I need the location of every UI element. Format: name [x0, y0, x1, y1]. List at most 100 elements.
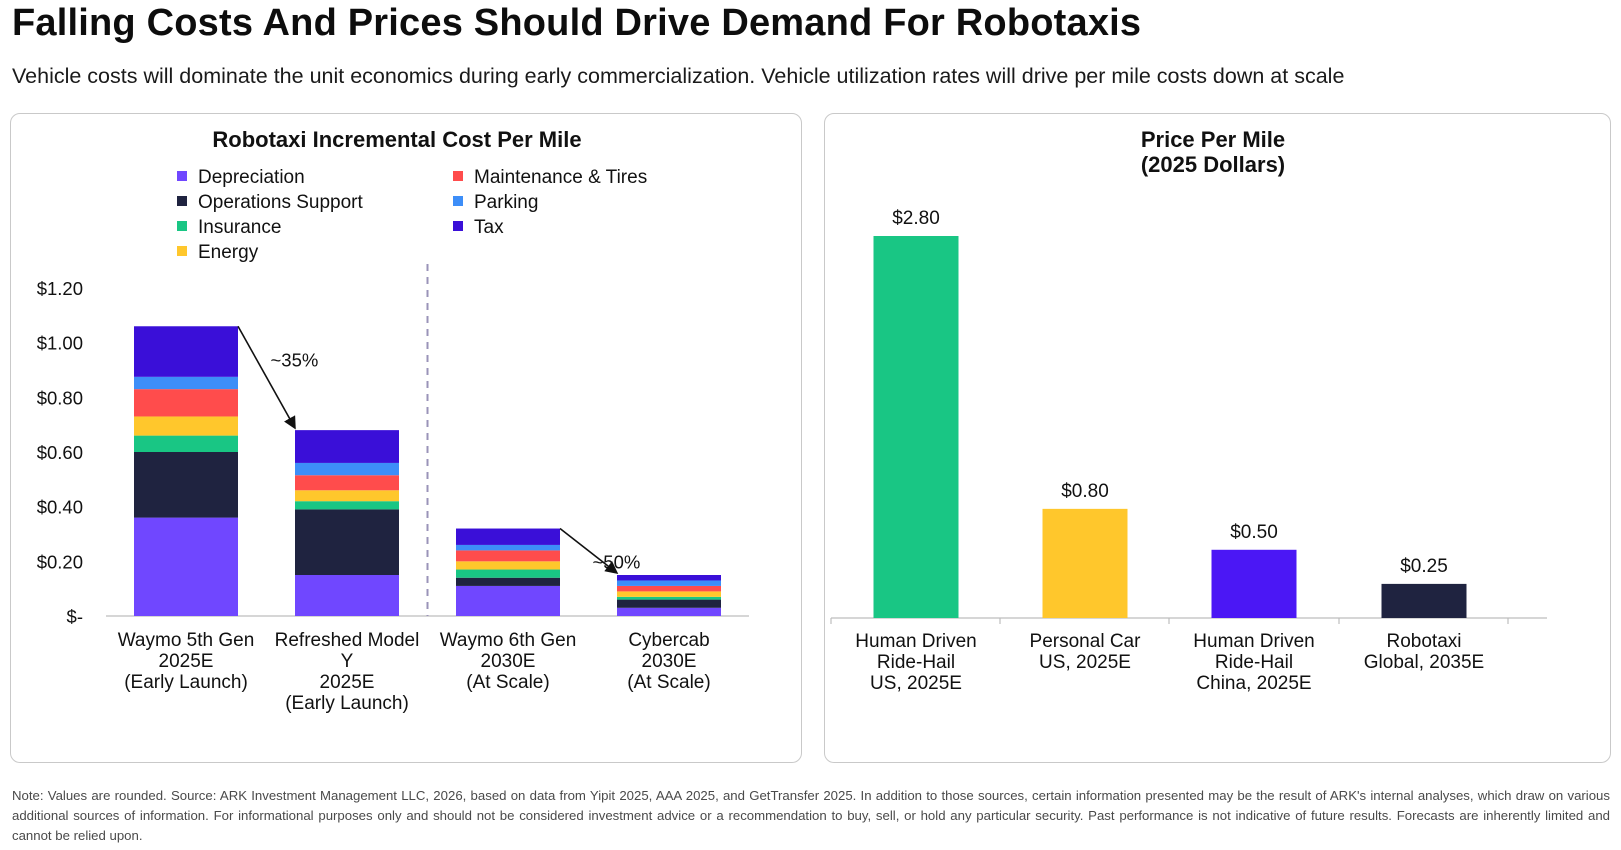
- bar-segment-parking: [134, 376, 238, 390]
- reduction-label: ~35%: [271, 349, 319, 370]
- x-category-label: Robotaxi: [1387, 631, 1462, 652]
- legend-swatch-tax: [453, 221, 463, 231]
- legend-label-maintenance-tires: Maintenance & Tires: [474, 167, 647, 188]
- price-chart-title: Price Per Mile: [1141, 127, 1285, 152]
- x-category-label: Refreshed Model: [275, 630, 420, 651]
- x-category-label: (At Scale): [466, 672, 549, 693]
- price-bar: [1381, 583, 1467, 618]
- price-chart-bars: $2.80 $0.80 $0.50 $0.25: [830, 208, 1547, 624]
- legend-swatch-operations-support: [177, 196, 187, 206]
- page-title: Falling Costs And Prices Should Drive De…: [12, 2, 1142, 44]
- y-tick-label: $-: [67, 606, 83, 627]
- x-category-label: China, 2025E: [1196, 673, 1311, 694]
- bar-segment-parking: [295, 462, 399, 476]
- cost-chart-annotations: ~35% ~50%: [237, 325, 641, 574]
- reduction-arrow: [559, 527, 619, 574]
- cost-chart-panel: Robotaxi Incremental Cost Per Mile Depre…: [10, 113, 802, 763]
- bar-segment-operations-support: [617, 599, 721, 608]
- x-category-label: US, 2025E: [1039, 652, 1131, 673]
- bar-segment-depreciation: [134, 517, 238, 616]
- bar-segment-insurance: [295, 501, 399, 510]
- x-category-label: Human Driven: [855, 631, 976, 652]
- bar-segment-energy: [456, 561, 560, 570]
- bar-segment-operations-support: [456, 577, 560, 586]
- x-category-label: Ride-Hail: [877, 652, 955, 673]
- x-category-label: US, 2025E: [870, 673, 962, 694]
- x-category-label: Personal Car: [1030, 631, 1142, 652]
- cost-chart-legend: Depreciation Operations Support Insurance E…: [177, 167, 647, 263]
- price-chart-subtitle: (2025 Dollars): [1141, 152, 1285, 177]
- price-per-mile-chart: Price Per Mile (2025 Dollars) $2.80 $0.80…: [830, 127, 1547, 694]
- y-tick-label: $0.60: [37, 442, 83, 463]
- bar-segment-tax: [456, 528, 560, 545]
- legend-label-energy: Energy: [198, 242, 259, 263]
- price-bar: [1211, 549, 1297, 618]
- y-tick-label: $1.20: [37, 278, 83, 299]
- bar-segment-insurance: [617, 596, 721, 600]
- bar-segment-energy: [295, 490, 399, 502]
- bar-segment-tax: [295, 430, 399, 463]
- x-category-label: 2025E: [320, 672, 375, 693]
- reduction-label: ~50%: [593, 552, 641, 573]
- x-category-label: Ride-Hail: [1215, 652, 1293, 673]
- x-category-label: Waymo 5th Gen: [118, 630, 255, 651]
- x-category-label: (Early Launch): [285, 693, 409, 714]
- x-category-label: Cybercab: [628, 630, 709, 651]
- x-category-label: 2025E: [159, 651, 214, 672]
- bar-segment-operations-support: [134, 452, 238, 518]
- price-data-label: $0.50: [1230, 522, 1278, 543]
- legend-label-operations-support: Operations Support: [198, 192, 363, 213]
- legend-label-insurance: Insurance: [198, 217, 281, 238]
- bar-segment-operations-support: [295, 509, 399, 575]
- bar-segment-parking: [456, 544, 560, 551]
- y-tick-label: $0.40: [37, 497, 83, 518]
- y-tick-label: $1.00: [37, 333, 83, 354]
- bar-segment-tax: [617, 575, 721, 581]
- legend-swatch-parking: [453, 196, 463, 206]
- cost-chart-bars: [134, 326, 721, 616]
- price-bar: [873, 236, 959, 618]
- legend-label-depreciation: Depreciation: [198, 167, 305, 188]
- bar-segment-maintenance-tires: [295, 475, 399, 491]
- cost-per-mile-chart: Robotaxi Incremental Cost Per Mile Depre…: [37, 127, 749, 714]
- bar-segment-depreciation: [617, 607, 721, 616]
- legend-label-parking: Parking: [474, 192, 538, 213]
- x-category-label: (Early Launch): [124, 672, 248, 693]
- legend-swatch-maintenance-tires: [453, 171, 463, 181]
- y-tick-label: $0.20: [37, 551, 83, 572]
- bar-segment-insurance: [456, 569, 560, 578]
- price-data-label: $0.25: [1400, 556, 1448, 577]
- legend-swatch-energy: [177, 246, 187, 256]
- y-tick-label: $0.80: [37, 387, 83, 408]
- price-data-label: $0.80: [1061, 481, 1109, 502]
- legend-label-tax: Tax: [474, 217, 504, 238]
- bar-segment-depreciation: [295, 575, 399, 616]
- cost-chart-title: Robotaxi Incremental Cost Per Mile: [212, 127, 581, 152]
- footnote: Note: Values are rounded. Source: ARK In…: [12, 788, 1610, 843]
- price-data-label: $2.80: [892, 208, 940, 229]
- bar-segment-energy: [134, 416, 238, 436]
- legend-swatch-depreciation: [177, 171, 187, 181]
- bar-segment-maintenance-tires: [134, 389, 238, 417]
- bar-segment-depreciation: [456, 585, 560, 616]
- x-category-label: Human Driven: [1193, 631, 1314, 652]
- x-category-label: 2030E: [642, 651, 697, 672]
- x-category-label: Waymo 6th Gen: [440, 630, 577, 651]
- x-category-label: 2030E: [481, 651, 536, 672]
- price-chart-panel: Price Per Mile (2025 Dollars) $2.80 $0.80…: [824, 113, 1611, 763]
- bar-segment-energy: [617, 591, 721, 597]
- x-category-label: Global, 2035E: [1364, 652, 1484, 673]
- price-bar: [1042, 508, 1128, 618]
- bar-segment-tax: [134, 326, 238, 377]
- reduction-arrow: [237, 325, 296, 430]
- x-category-label: (At Scale): [627, 672, 710, 693]
- legend-swatch-insurance: [177, 221, 187, 231]
- page-subtitle: Vehicle costs will dominate the unit eco…: [12, 64, 1345, 88]
- bar-segment-parking: [617, 580, 721, 586]
- bar-segment-maintenance-tires: [617, 585, 721, 592]
- x-category-label: Y: [341, 651, 354, 672]
- bar-segment-maintenance-tires: [456, 550, 560, 562]
- bar-segment-insurance: [134, 435, 238, 452]
